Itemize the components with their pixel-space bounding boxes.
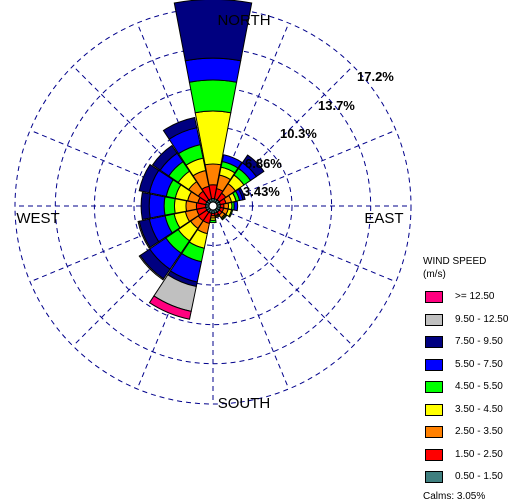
legend-title-block: WIND SPEED (m/s) xyxy=(423,255,519,281)
label-east: EAST xyxy=(364,210,403,227)
legend-swatch xyxy=(425,426,443,438)
legend-swatch xyxy=(425,358,443,371)
legend-label: 9.50 - 12.50 xyxy=(455,313,509,325)
legend-item: >= 12.50 xyxy=(423,291,519,314)
wedge-NNE-bin-6 xyxy=(221,154,243,169)
wedge-SSW-bin-9 xyxy=(148,295,192,320)
center-hub xyxy=(208,201,218,211)
wedge-WNW-bin-7 xyxy=(138,163,160,194)
wedge-WSW-bin-8 xyxy=(137,220,151,249)
legend-swatch xyxy=(425,471,443,483)
wind-rose-chart: NORTH EAST SOUTH WEST 3.43% 6.86% 10.3% … xyxy=(14,0,412,412)
legend-label: 4.50 - 5.50 xyxy=(455,381,503,392)
wedge-N-bin-5 xyxy=(188,79,238,114)
label-south: SOUTH xyxy=(218,395,271,412)
wedge-W-bin-7 xyxy=(140,191,151,221)
legend-item: 2.50 - 3.50 xyxy=(423,426,519,449)
legend-unit: (m/s) xyxy=(423,269,446,280)
legend-swatch xyxy=(425,403,443,416)
grid-spoke-ENE xyxy=(212,129,397,207)
legend-item: 3.50 - 4.50 xyxy=(423,403,519,427)
legend-label: 7.50 - 9.50 xyxy=(455,336,503,347)
label-west: WEST xyxy=(16,210,59,227)
legend-label: 1.50 - 2.50 xyxy=(455,448,503,460)
legend-label: 5.50 - 7.50 xyxy=(455,358,503,370)
legend-item: 5.50 - 7.50 xyxy=(423,358,519,382)
legend-label: 0.50 - 1.50 xyxy=(455,471,503,482)
grid-spoke-NW xyxy=(72,65,214,207)
wedge-S-bin-5 xyxy=(209,219,217,224)
wedge-W-bin-5 xyxy=(163,196,176,216)
legend-title: WIND SPEED xyxy=(423,256,487,267)
legend-item: 1.50 - 2.50 xyxy=(423,448,519,472)
wedge-layer xyxy=(137,0,265,320)
ring-label-3: 10.3% xyxy=(280,126,317,141)
legend-label: 2.50 - 3.50 xyxy=(455,426,503,437)
wedge-SW-bin-8 xyxy=(138,254,165,281)
wedge-ENE-bin-7 xyxy=(237,187,246,201)
legend-item: 4.50 - 5.50 xyxy=(423,381,519,404)
ring-label-1: 3.43% xyxy=(243,184,280,199)
ring-label-2: 6.86% xyxy=(245,156,282,171)
grid-spoke-NNW xyxy=(136,22,214,207)
wedge-W-bin-4 xyxy=(173,198,188,214)
legend-swatch xyxy=(425,291,443,303)
wedge-ESE-bin-5 xyxy=(228,209,234,218)
grid-spoke-WSW xyxy=(29,205,214,283)
label-north: NORTH xyxy=(217,12,270,29)
grid-ring-5 xyxy=(14,7,412,405)
legend-label: 3.50 - 4.50 xyxy=(455,403,503,415)
wedge-NNW-bin-7 xyxy=(162,116,198,140)
grid-spoke-WNW xyxy=(29,129,214,207)
grid-spoke-NNE xyxy=(212,22,290,207)
legend-item: 9.50 - 12.50 xyxy=(423,313,519,337)
grid-spoke-SSW xyxy=(136,205,214,390)
wedge-W-bin-6 xyxy=(148,193,166,219)
legend-label: >= 12.50 xyxy=(455,291,495,302)
legend-swatch xyxy=(425,336,443,348)
grid-spoke-SSE xyxy=(212,205,290,390)
wedge-N-bin-7 xyxy=(173,0,253,62)
ring-label-5: 17.2% xyxy=(357,69,394,84)
ring-label-4: 13.7% xyxy=(318,98,355,113)
grid-spoke-SE xyxy=(212,205,354,347)
wedge-SE-bin-5 xyxy=(221,214,228,221)
legend-swatch xyxy=(425,381,443,393)
grid-spoke-ESE xyxy=(212,205,397,283)
label-layer: NORTH EAST SOUTH WEST 3.43% 6.86% 10.3% … xyxy=(16,12,403,412)
legend-rows: >= 12.50 9.50 - 12.50 7.50 - 9.50 5.50 - 7.… xyxy=(423,291,519,494)
wedge-NW-bin-7 xyxy=(151,144,178,171)
legend-swatch xyxy=(425,448,443,461)
legend-swatch xyxy=(425,313,443,326)
wedge-E-bin-6 xyxy=(233,200,239,212)
wedge-N-bin-6 xyxy=(184,57,242,83)
grid-spoke-NE xyxy=(212,65,354,207)
legend-item: 7.50 - 9.50 xyxy=(423,336,519,359)
grid-spoke-SW xyxy=(72,205,214,347)
legend: WIND SPEED (m/s) >= 12.50 9.50 - 12.50 7.5… xyxy=(423,255,519,503)
wedge-NE-bin-7 xyxy=(241,154,265,178)
legend-item: 0.50 - 1.50 xyxy=(423,471,519,494)
